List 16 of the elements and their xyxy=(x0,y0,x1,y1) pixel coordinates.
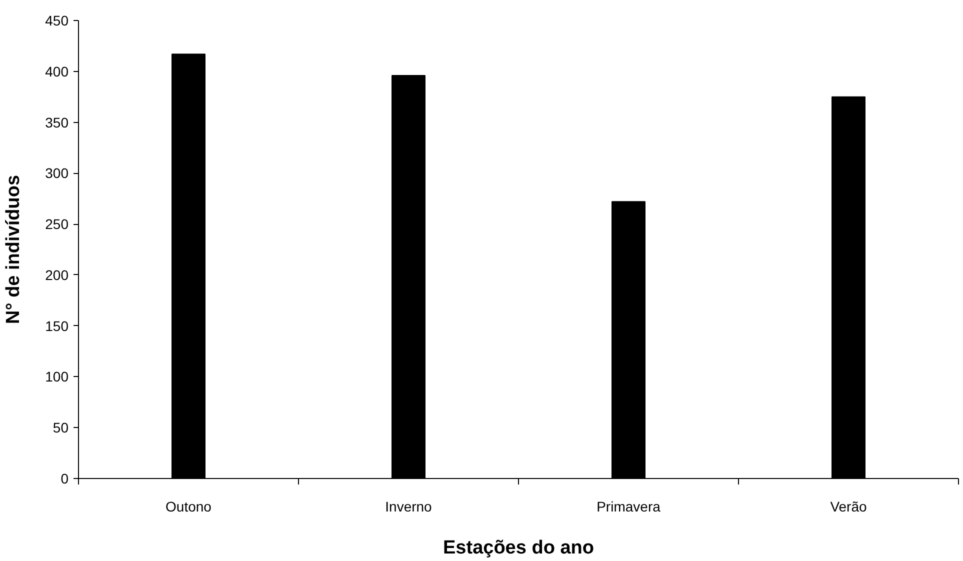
x-tick-label: Outono xyxy=(166,498,212,514)
y-tick-label: 450 xyxy=(45,12,69,28)
y-tick-label: 0 xyxy=(60,470,69,486)
y-axis-title: N° de indivíduos xyxy=(3,174,24,324)
x-axis-title: Estações do ano xyxy=(443,538,594,558)
y-tick-label: 100 xyxy=(45,368,69,385)
y-tick-label: 300 xyxy=(45,165,69,182)
x-tick-label: Verão xyxy=(830,498,868,514)
y-tick-label: 350 xyxy=(45,114,69,130)
x-tick-label: Inverno xyxy=(385,498,432,514)
y-tick-label: 400 xyxy=(45,63,69,80)
y-tick-label: 150 xyxy=(45,318,69,334)
y-tick-label: 200 xyxy=(45,266,69,283)
x-tick-label: Primavera xyxy=(596,498,661,514)
y-tick-label: 50 xyxy=(52,420,69,436)
y-tick-label: 250 xyxy=(45,216,69,232)
